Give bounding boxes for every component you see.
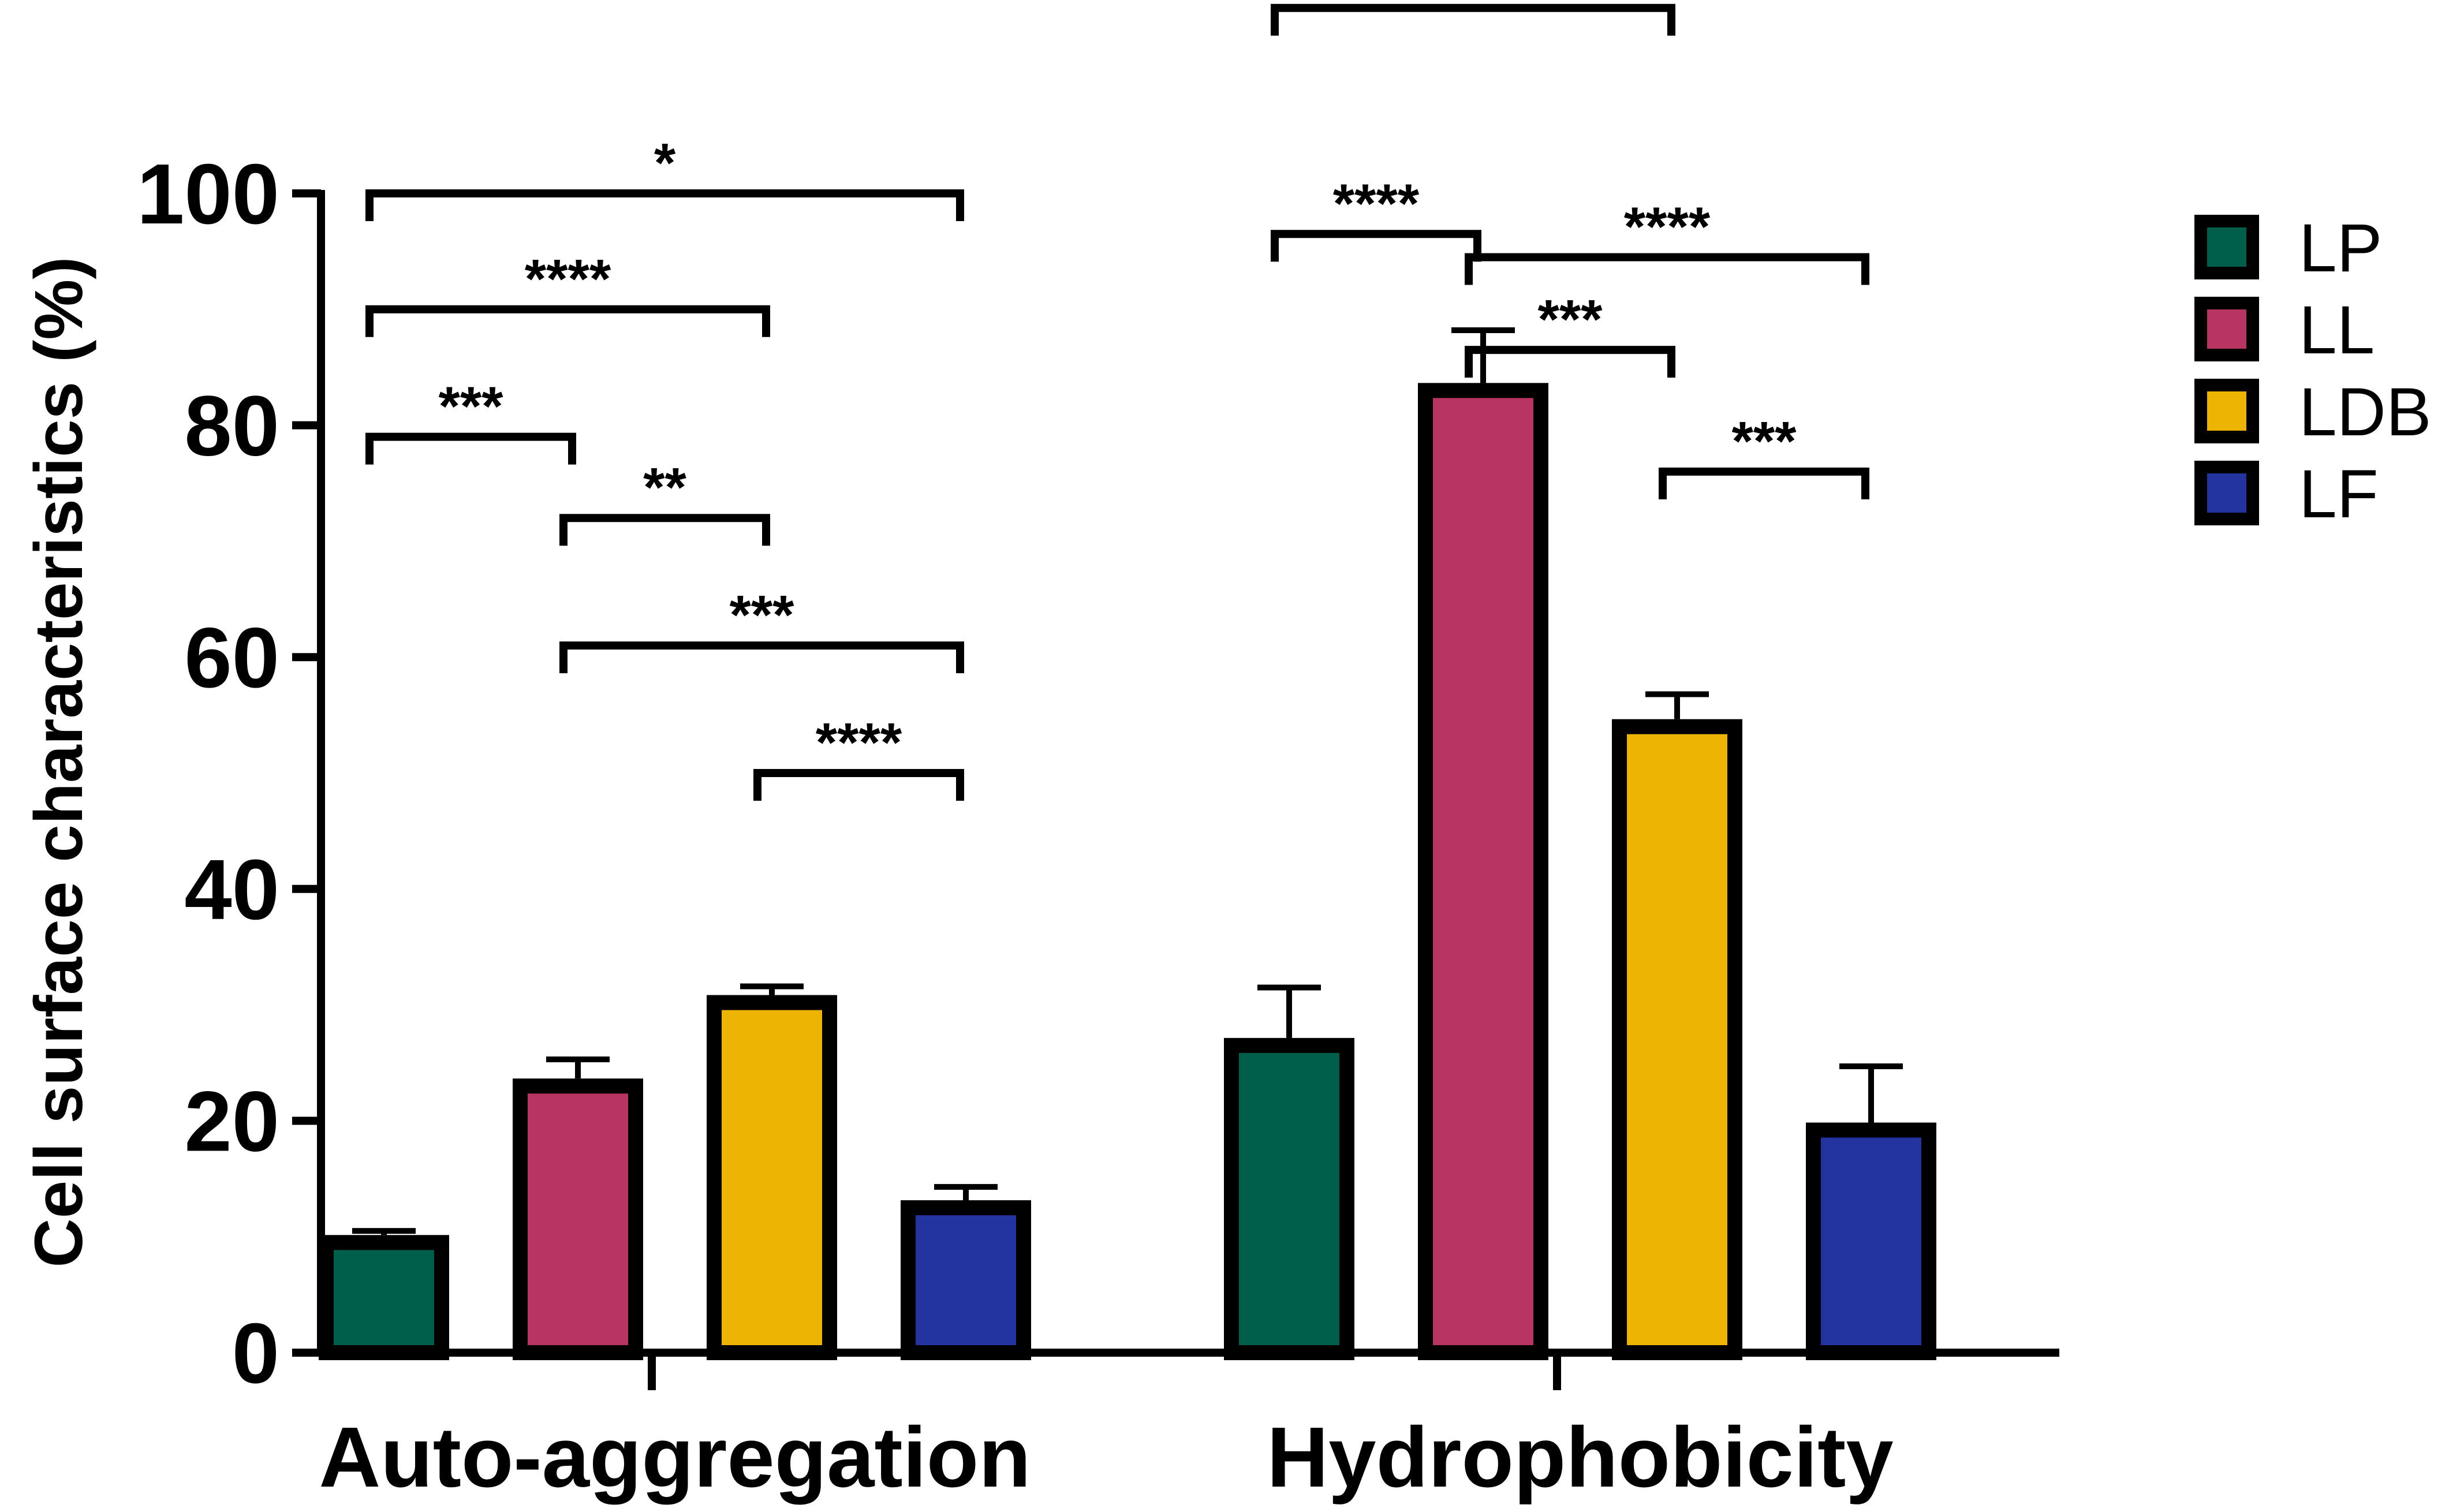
y-tick-label-20: 20 <box>184 1074 279 1169</box>
error-bar-lp-0 <box>352 1228 416 1235</box>
significance-bracket-5 <box>753 769 964 801</box>
error-bar-ll-0 <box>546 1056 610 1079</box>
significance-label-1: **** <box>525 248 611 310</box>
legend-label-ll: LL <box>2299 292 2375 368</box>
significance-bracket-3 <box>559 514 770 546</box>
error-bar-ll-1 <box>1451 327 1515 383</box>
error-bar-ldb-1 <box>1645 691 1709 719</box>
significance-bracket-8 <box>1271 230 1481 262</box>
significance-layer: *****************ns***************** <box>365 0 1869 801</box>
legend-swatch-lp <box>2194 215 2259 279</box>
legend-swatch-lf <box>2194 461 2259 525</box>
error-bar-lf-0 <box>934 1184 998 1200</box>
error-bar-lp-1 <box>1257 984 1321 1038</box>
bar-lf-0 <box>901 1200 1031 1360</box>
significance-label-10: *** <box>1537 289 1603 350</box>
bars-layer <box>319 383 1936 1361</box>
y-axis-label: Cell surface characteristics (%) <box>21 256 97 1267</box>
significance-label-7: *** <box>1440 0 1506 9</box>
bar-ll-1 <box>1418 383 1548 1360</box>
significance-bracket-10 <box>1465 346 1675 378</box>
bar-ldb-0 <box>707 995 837 1360</box>
significance-label-11: *** <box>1731 410 1797 472</box>
significance-label-4: *** <box>729 584 794 646</box>
bar-lf-1 <box>1806 1122 1936 1360</box>
significance-label-0: * <box>654 132 676 194</box>
bar-lp-0 <box>319 1235 449 1360</box>
significance-label-9: **** <box>1624 196 1711 257</box>
bar-ldb-1 <box>1612 719 1742 1360</box>
legend-label-ldb: LDB <box>2299 374 2432 450</box>
significance-label-3: ** <box>643 457 686 518</box>
y-tick-label-40: 40 <box>184 842 279 938</box>
significance-label-5: **** <box>816 712 902 774</box>
significance-bracket-0 <box>365 189 964 221</box>
x-category-label-0: Auto-aggregation <box>319 1410 1031 1505</box>
bar-ll-0 <box>513 1078 643 1361</box>
axes-layer: 0 20 40 60 80 100 Auto-aggregation Hydrophobici… <box>137 147 2059 1505</box>
bar-lp-1 <box>1224 1037 1354 1360</box>
y-tick-label-60: 60 <box>184 610 279 705</box>
x-category-label-1: Hydrophobicity <box>1267 1410 1893 1505</box>
significance-bracket-7 <box>1271 3 1675 36</box>
significance-bracket-4 <box>559 641 964 674</box>
y-tick-label-0: 0 <box>232 1306 279 1401</box>
significance-bracket-2 <box>365 432 576 465</box>
y-tick-label-100: 100 <box>137 147 279 242</box>
significance-bracket-9 <box>1465 253 1869 285</box>
significance-bracket-11 <box>1659 467 1869 499</box>
significance-label-2: *** <box>438 376 503 438</box>
legend-swatch-ldb <box>2194 379 2259 443</box>
significance-label-8: **** <box>1333 173 1420 234</box>
legend-label-lf: LF <box>2299 456 2379 532</box>
y-tick-label-80: 80 <box>184 379 279 474</box>
legend-swatch-ll <box>2194 297 2259 361</box>
error-bar-lf-1 <box>1839 1063 1903 1123</box>
error-bar-ldb-0 <box>740 983 804 995</box>
error-bars-layer <box>352 327 1903 1235</box>
significance-bracket-1 <box>365 305 770 337</box>
legend-label-lp: LP <box>2299 210 2382 286</box>
